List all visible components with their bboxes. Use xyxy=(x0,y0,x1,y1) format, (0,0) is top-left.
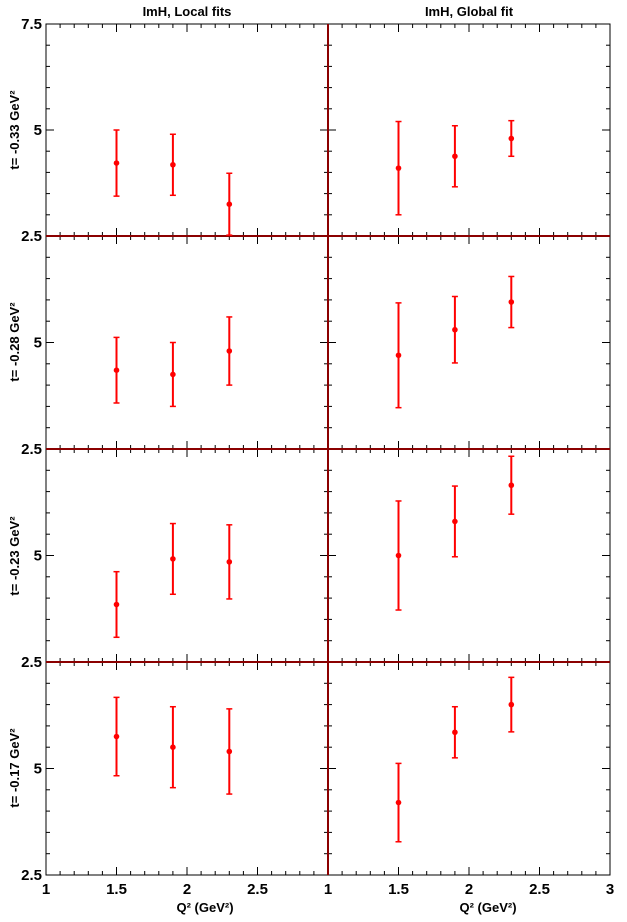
panel-frame-r2-c0 xyxy=(45,448,329,663)
y-tick-label: 2.5 xyxy=(21,867,42,884)
row-label-0: t= -0.33 GeV² xyxy=(7,90,22,170)
x-tick-label: 1.5 xyxy=(388,881,409,898)
data-point xyxy=(170,744,176,750)
y-tick-label: 5 xyxy=(34,548,42,565)
data-point xyxy=(113,160,120,166)
data-point xyxy=(395,352,402,359)
x-axis-label-left: Q² (GeV²) xyxy=(176,900,233,915)
data-point xyxy=(452,518,458,525)
data-point xyxy=(508,701,515,708)
data-point xyxy=(170,371,176,378)
data-point xyxy=(452,729,458,736)
row-label-3: t= -0.17 GeV² xyxy=(7,728,22,808)
data-point xyxy=(226,201,233,207)
y-tick-label: 7.5 xyxy=(21,16,42,33)
x-tick-label: 1.5 xyxy=(106,881,127,898)
data-point xyxy=(395,799,402,806)
data-point xyxy=(452,153,458,160)
panel-frame-r1-c1 xyxy=(327,235,611,450)
data-point xyxy=(113,601,120,608)
x-tick-label: 2.5 xyxy=(247,881,268,898)
data-point xyxy=(170,556,176,562)
data-point xyxy=(226,748,233,755)
x-tick-label: 3 xyxy=(606,881,614,898)
row-label-2: t= -0.23 GeV² xyxy=(7,516,22,596)
y-tick-label: 5 xyxy=(34,761,42,778)
x-tick-label: 2.5 xyxy=(529,881,550,898)
panels-group: 2.557.52.552.552.551 1.5 2 2.5 1 1.5 2 2.5 3 xyxy=(21,16,614,898)
x-tick-label: 2 xyxy=(465,881,473,898)
y-tick-label: 5 xyxy=(34,122,42,139)
data-point xyxy=(113,733,120,740)
panel-frame-r0-c0 xyxy=(45,23,329,237)
x-tick-label: 1 xyxy=(42,881,50,898)
x-tick-label: 1 xyxy=(324,881,332,898)
panel-frame-r3-c1 xyxy=(327,661,611,876)
data-point xyxy=(508,299,515,305)
data-point xyxy=(226,559,233,565)
panel-frame-r2-c1 xyxy=(327,448,611,663)
data-point xyxy=(508,482,515,489)
panel-frame-r0-c1 xyxy=(327,23,611,237)
x-axis-label-right: Q² (GeV²) xyxy=(459,900,516,915)
y-tick-label: 2.5 xyxy=(21,228,42,245)
panel-frame-r1-c0 xyxy=(45,235,329,450)
data-point xyxy=(395,552,402,559)
panel-frame-r3-c0 xyxy=(45,661,329,876)
x-tick-label: 2 xyxy=(183,881,191,898)
data-point xyxy=(113,367,120,373)
y-tick-label: 2.5 xyxy=(21,654,42,671)
data-point xyxy=(395,165,402,171)
column-title-global: ImH, Global fit xyxy=(425,4,514,19)
y-tick-label: 5 xyxy=(34,335,42,352)
y-tick-label: 2.5 xyxy=(21,441,42,458)
column-title-local: ImH, Local fits xyxy=(143,4,232,19)
data-point xyxy=(452,326,458,333)
data-point xyxy=(226,348,233,354)
data-point xyxy=(170,161,176,168)
data-point xyxy=(508,135,515,142)
row-label-1: t= -0.28 GeV² xyxy=(7,302,22,382)
